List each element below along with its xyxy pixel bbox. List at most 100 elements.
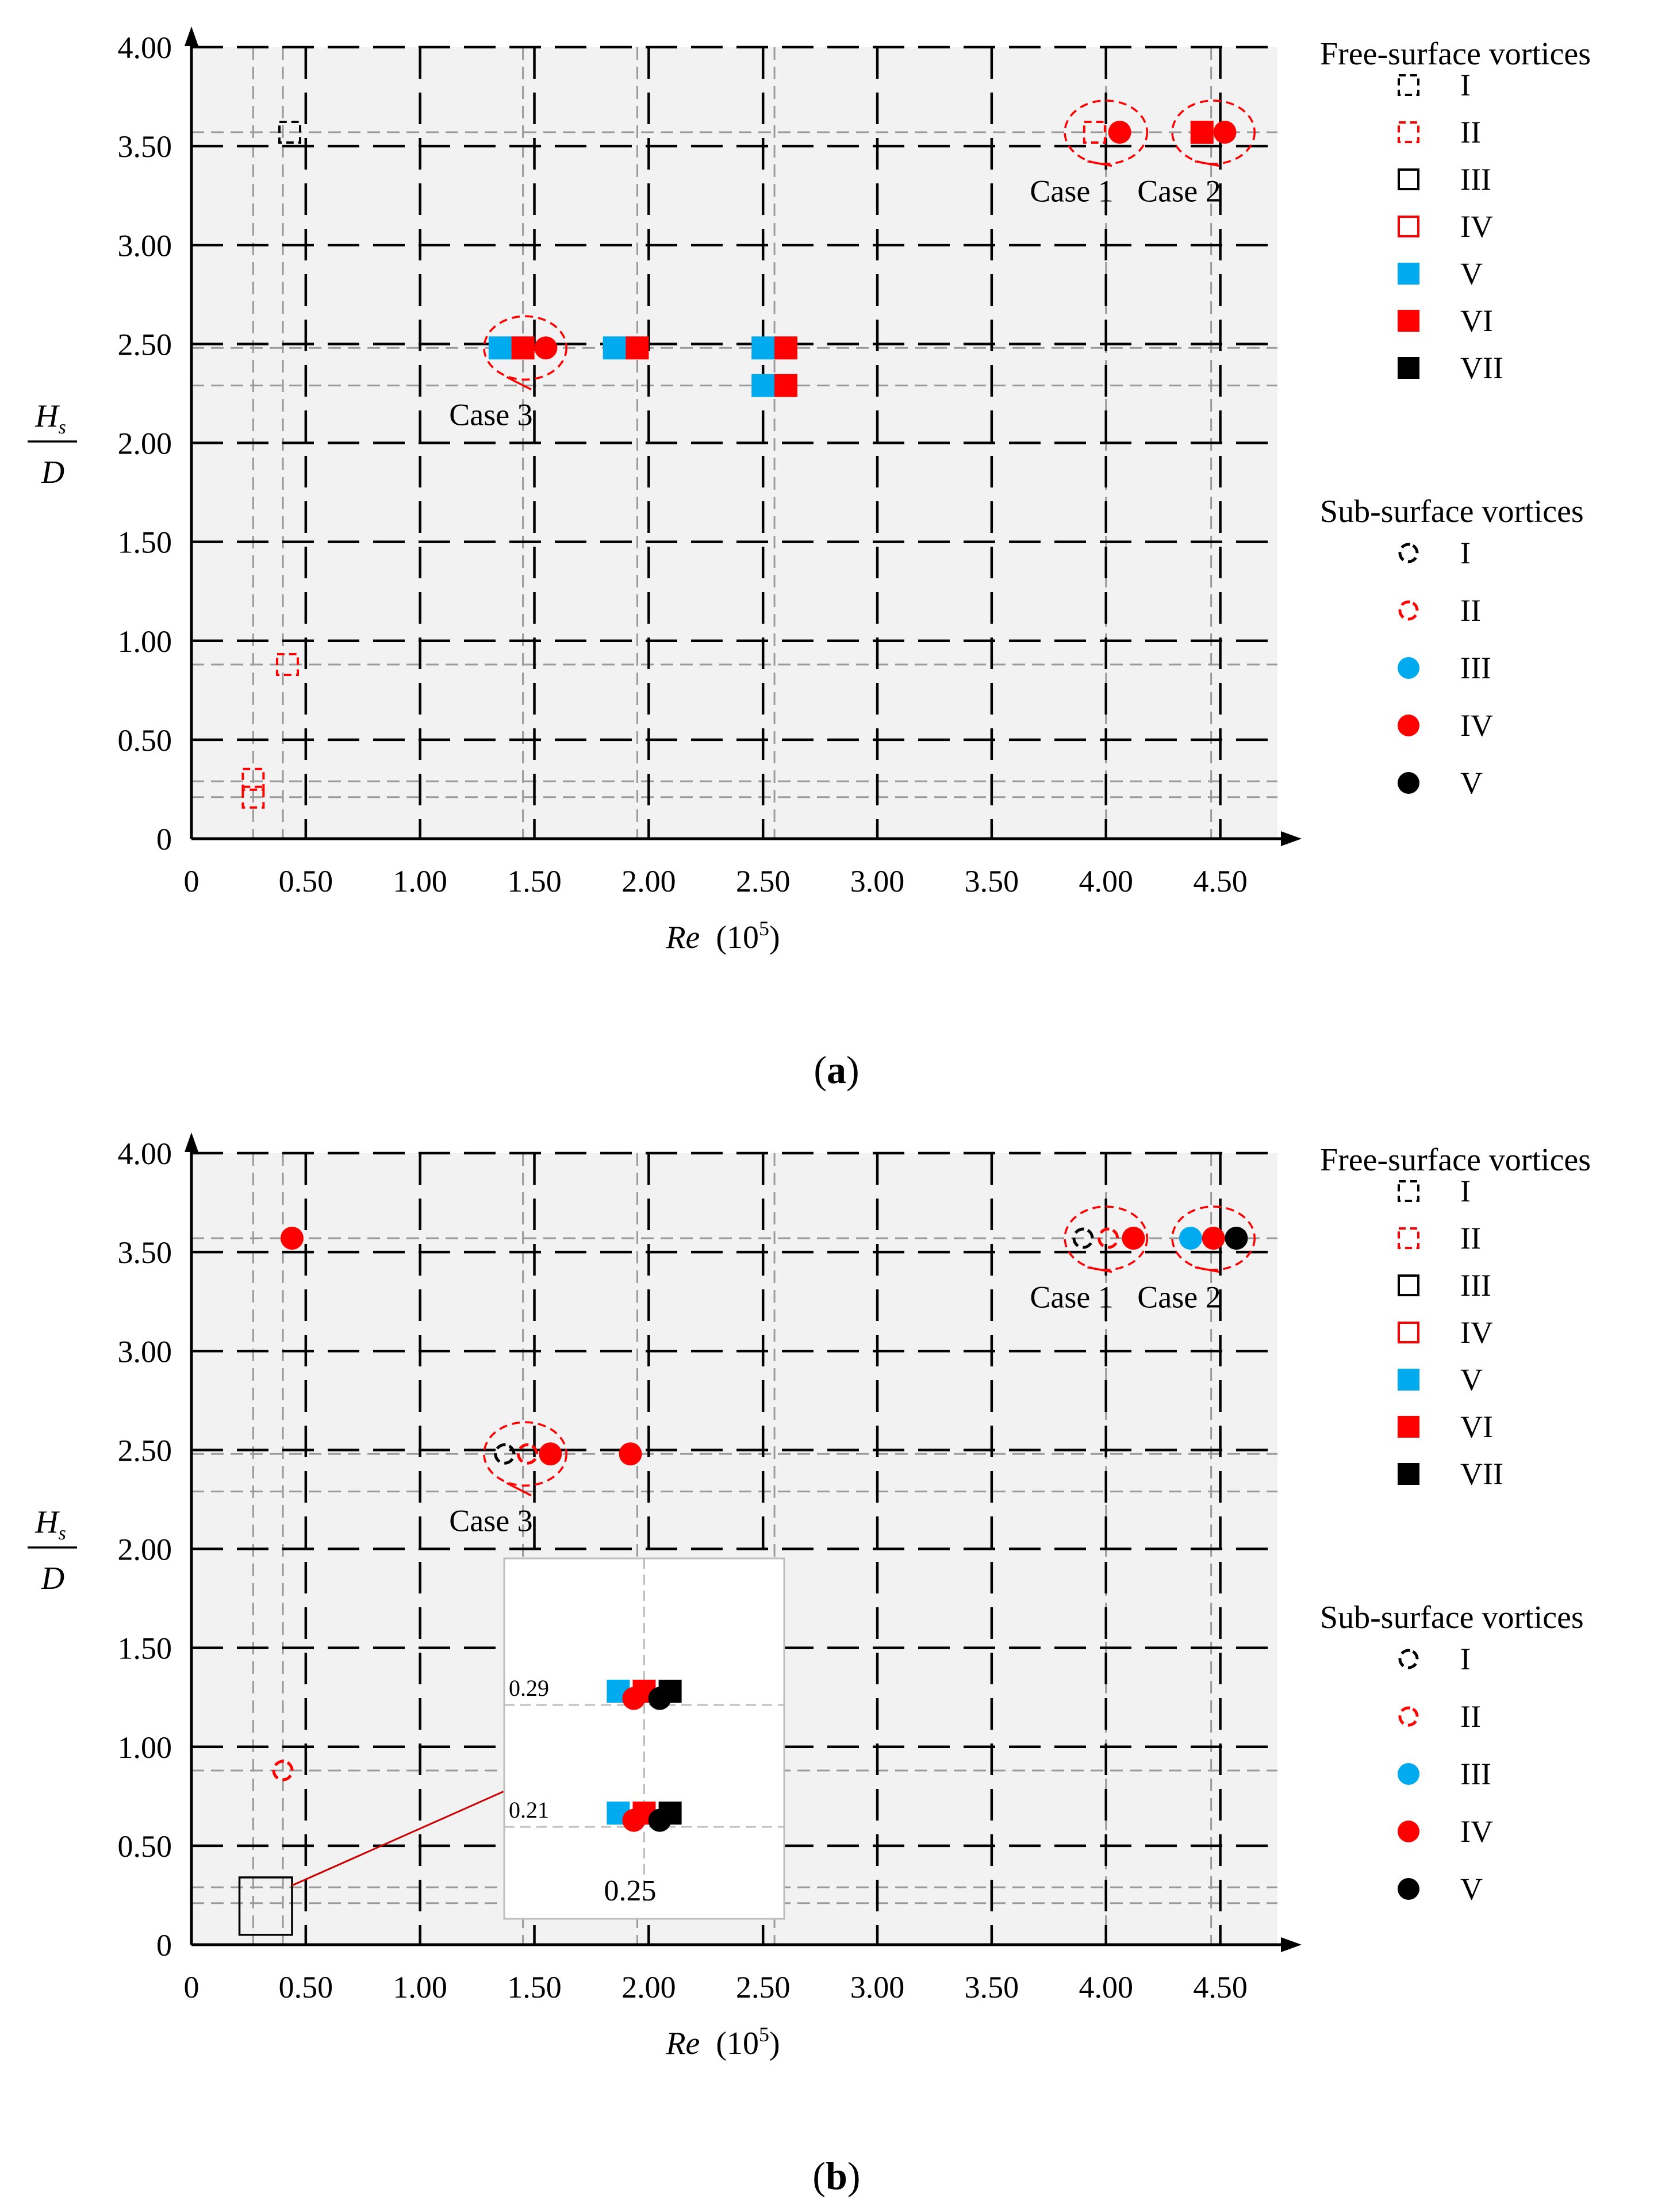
inset-connector-line	[291, 1790, 505, 1887]
legend-item: III	[1386, 1752, 1673, 1796]
y-tick-label: 3.00	[118, 1334, 172, 1369]
y-tick-label: 1.00	[118, 624, 172, 659]
legend-marker-square-dashed	[1398, 121, 1419, 143]
legend-marker	[1398, 1878, 1419, 1900]
case-label: Case 3	[449, 1504, 532, 1538]
legend-item: IV	[1386, 1810, 1673, 1853]
case-label: Case 3	[449, 398, 532, 432]
data-point	[603, 336, 626, 360]
data-point	[751, 336, 775, 360]
legend-marker	[1398, 357, 1419, 379]
legend-label: II	[1460, 1699, 1481, 1734]
legend-marker	[1398, 168, 1419, 190]
data-point	[1122, 1227, 1145, 1250]
data-point	[241, 785, 265, 809]
x-tick-label: 4.00	[1079, 1970, 1133, 2004]
y-tick-label: 2.00	[118, 427, 172, 461]
legend-item: I	[1386, 1637, 1673, 1681]
legend-label: VII	[1460, 1457, 1503, 1491]
legend-item: IV	[1386, 205, 1673, 248]
y-tick-label: 4.00	[118, 1136, 172, 1171]
panel-a: 0 0.50 1.00 1.50 2.00 2.50 3.00 3.50 4.00 4.50 0 0.…	[28, 26, 1673, 1092]
legend-marker-square-dashed	[1398, 1180, 1419, 1202]
legend-label: I	[1460, 536, 1471, 570]
chart-b: 0 0.50 1.00 1.50 2.00 2.50 3.00 3.50 4.00 4.50 0 0.…	[28, 1132, 1302, 2061]
legend-label: VI	[1460, 1410, 1493, 1444]
legend-label: V	[1460, 1872, 1483, 1906]
legend-item: V	[1386, 1358, 1673, 1401]
legend-label: I	[1460, 68, 1471, 102]
x-tick-label: 4.50	[1193, 864, 1248, 898]
legend-marker	[1398, 121, 1419, 143]
x-tick-label: 1.50	[507, 1970, 562, 2004]
case-leader-line	[1195, 160, 1220, 167]
data-point	[494, 1443, 516, 1465]
legend-item: IV	[1386, 704, 1673, 747]
legend-marker-square-filled	[1398, 1463, 1419, 1485]
legend-marker	[1398, 772, 1419, 794]
case-leader-line	[506, 376, 532, 391]
x-tick-label: 2.50	[736, 864, 791, 898]
legend-marker-circle-dashed	[1398, 1649, 1419, 1669]
y-tick-label: 2.50	[118, 327, 172, 362]
y-tick-label: 3.50	[118, 129, 172, 164]
inset-source-box	[238, 1876, 293, 1936]
legend-item: II	[1386, 110, 1673, 154]
case-leader-line	[1087, 1266, 1112, 1273]
y-tick-label: 1.50	[118, 1631, 172, 1666]
legend-label: VI	[1460, 304, 1493, 338]
legend-marker	[1398, 1649, 1419, 1669]
chart-a: 0 0.50 1.00 1.50 2.00 2.50 3.00 3.50 4.00 4.50 0 0.…	[28, 26, 1302, 955]
legend-item: VII	[1386, 1452, 1673, 1496]
legend-marker	[1398, 1227, 1419, 1249]
legend-sub-title: Sub-surface vortices	[1320, 494, 1584, 529]
legend-item: II	[1386, 589, 1673, 632]
legend-marker	[1398, 263, 1419, 285]
legend-label: IV	[1460, 708, 1493, 743]
data-point	[1072, 1227, 1094, 1249]
legend-item: III	[1386, 158, 1673, 201]
legend-item: I	[1386, 63, 1673, 107]
legend-label: VII	[1460, 351, 1503, 385]
panel-b: 0 0.50 1.00 1.50 2.00 2.50 3.00 3.50 4.00 4.50 0 0.…	[0, 1106, 1673, 2212]
data-point	[1202, 1227, 1225, 1250]
legend-label: V	[1460, 256, 1483, 291]
y-tick-label: 3.00	[118, 228, 172, 263]
legend-label: II	[1460, 1221, 1481, 1255]
data-point	[539, 1442, 562, 1466]
legend-marker	[1398, 715, 1419, 736]
data-point	[751, 374, 775, 397]
inset-data-point	[648, 1687, 671, 1710]
y-tick-label: 1.50	[118, 525, 172, 560]
data-point	[1190, 121, 1214, 144]
legend-free-title: Free-surface vortices	[1320, 1142, 1591, 1178]
inset-data-point	[622, 1808, 646, 1832]
y-axis-label-numerator: Hs	[34, 1504, 66, 1544]
legend-label: I	[1460, 1642, 1471, 1676]
x-axis-arrow	[1281, 831, 1302, 846]
legend-marker-circle-filled	[1398, 1878, 1419, 1900]
legend-item: II	[1386, 1216, 1673, 1260]
legend-item: III	[1386, 1264, 1673, 1307]
legend-marker-circle-dashed	[1398, 600, 1419, 621]
data-point	[774, 374, 797, 397]
y-tick-label: 0	[156, 822, 172, 857]
legend-item: III	[1386, 646, 1673, 690]
legend-sub-title: Sub-surface vortices	[1320, 1600, 1584, 1635]
y-axis-arrow	[185, 1132, 198, 1152]
data-point	[1083, 121, 1106, 144]
inset-row-label: 0.21	[509, 1797, 549, 1823]
y-tick-label: 1.00	[118, 1730, 172, 1765]
legend-label: I	[1460, 1174, 1471, 1208]
legend-marker-square-open	[1398, 1274, 1419, 1296]
y-tick-label: 0	[156, 1928, 172, 1963]
legend-item: IV	[1386, 1311, 1673, 1354]
data-point	[280, 1227, 304, 1250]
x-tick-label: 2.00	[621, 864, 676, 898]
x-tick-label: 2.00	[621, 1970, 676, 2004]
x-tick-label: 3.00	[850, 864, 905, 898]
x-tick-label: 1.00	[393, 1970, 447, 2004]
legend-marker	[1398, 1463, 1419, 1485]
y-tick-label: 2.50	[118, 1433, 172, 1468]
data-point	[774, 336, 797, 360]
